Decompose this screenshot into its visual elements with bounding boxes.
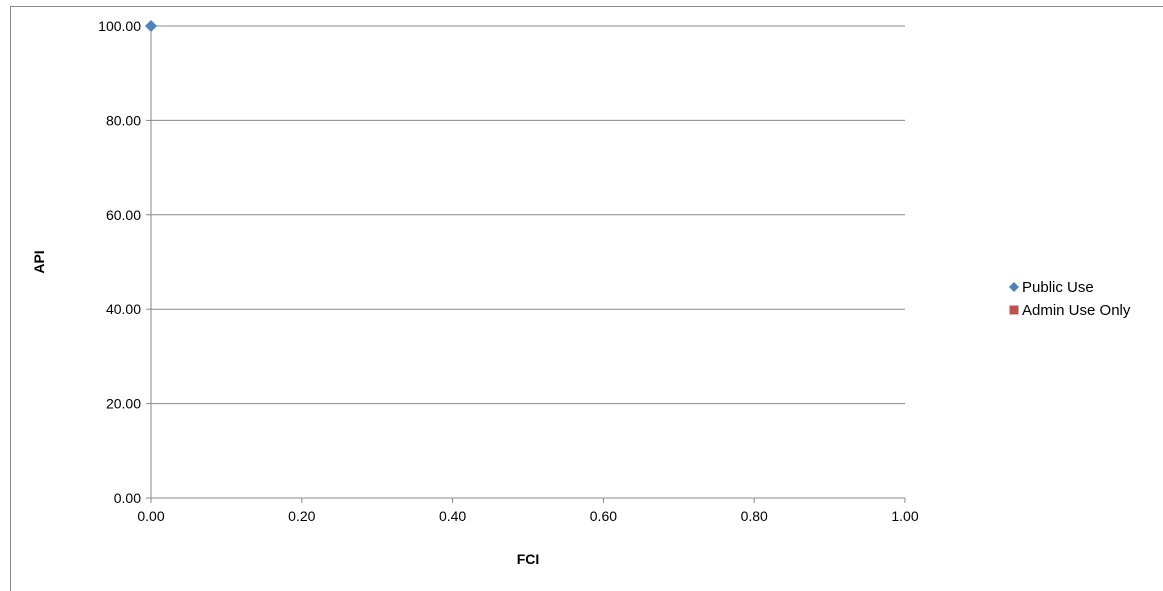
x-tick-label: 1.00 [891,508,918,524]
y-tick-label: 40.00 [106,301,141,317]
x-axis-title: FCI [517,551,540,567]
data-point [145,20,157,32]
y-tick-label: 20.00 [106,396,141,412]
legend-label: Public Use [1022,279,1094,296]
x-tick-label: 0.40 [439,508,466,524]
x-tick-label: 0.00 [137,508,164,524]
chart-frame [10,6,1163,591]
y-tick-label: 60.00 [106,207,141,223]
gridlines [151,25,905,405]
x-tick-label: 0.20 [288,508,315,524]
x-tick-labels: 0.00 0.20 0.40 0.60 0.80 1.00 [137,508,918,524]
square-marker-icon [1009,305,1019,315]
legend: Public Use Admin Use Only [1009,279,1131,319]
y-axis-title: API [31,250,47,273]
x-tick-label: 0.60 [590,508,617,524]
legend-item: Admin Use Only [1009,302,1131,319]
axes [146,25,906,503]
y-tick-labels: 0.00 20.00 40.00 60.00 80.00 100.00 [98,18,141,506]
legend-item: Public Use [1009,279,1094,296]
data-points [145,20,157,32]
y-tick-label: 100.00 [98,18,141,34]
x-tick-label: 0.80 [741,508,768,524]
diamond-marker-icon [1009,282,1019,292]
y-tick-label: 80.00 [106,112,141,128]
y-tick-label: 0.00 [114,490,141,506]
legend-label: Admin Use Only [1022,302,1131,319]
